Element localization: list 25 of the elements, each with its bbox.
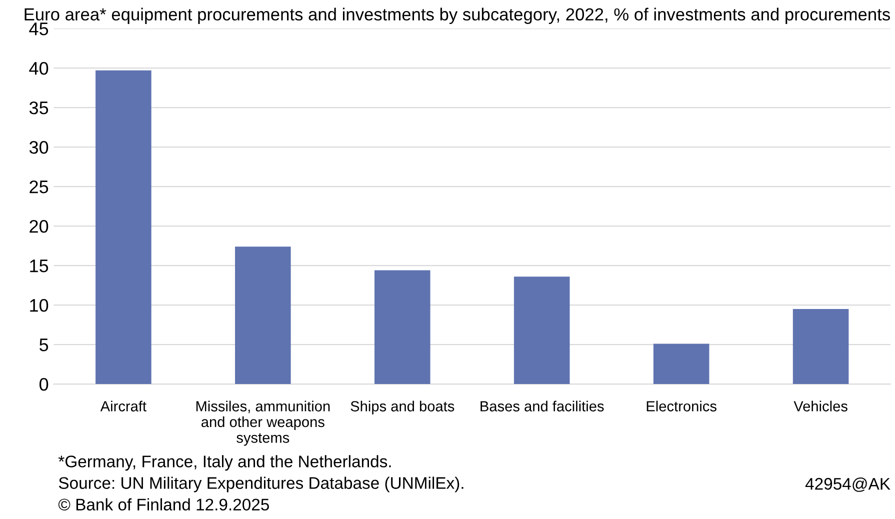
bar — [792, 309, 849, 384]
y-tick-label: 35 — [29, 101, 48, 114]
bar — [235, 246, 291, 384]
x-tick-label: Electronics — [646, 400, 716, 412]
y-tick-label: 20 — [30, 220, 48, 233]
y-tick-label: 45 — [29, 22, 48, 36]
x-tick-label: Missiles, ammunition and other weapons systems — [196, 400, 330, 446]
y-tick-label: 15 — [30, 260, 48, 272]
chart-title: Euro area* equipment procurements and investments by subcategory, 2022, % of investments and procurements — [24, 8, 890, 24]
bar — [96, 70, 152, 384]
y-tick-label: 30 — [29, 140, 48, 154]
y-tick-label: 10 — [30, 298, 48, 312]
y-tick-label: 25 — [30, 180, 48, 194]
x-tick-label: Vehicles — [794, 400, 848, 412]
x-tick-label: Ships and boats — [350, 400, 454, 414]
text: 42954@AK — [805, 477, 890, 492]
x-tick-label: Bases and facilities — [480, 400, 604, 412]
bar — [514, 276, 570, 384]
y-tick-label: 0 — [40, 378, 48, 391]
text: *Germany, France, Italy and the Netherlands. Source: UN Military Expenditures Database (UNMilEx). © Bank of Finland 12.9.2025 — [58, 455, 464, 511]
y-tick-label: 5 — [40, 338, 48, 352]
y-tick-label: 40 — [29, 62, 48, 75]
bar — [374, 270, 430, 384]
bar — [653, 344, 710, 384]
x-tick-label: Aircraft — [100, 400, 146, 412]
